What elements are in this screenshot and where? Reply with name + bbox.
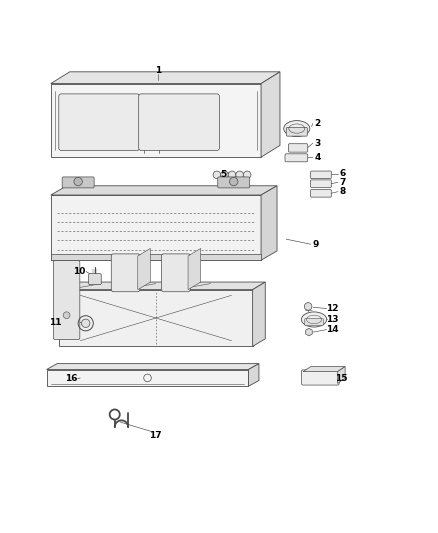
Polygon shape [51, 72, 280, 84]
Text: 3: 3 [314, 139, 321, 148]
Circle shape [304, 303, 312, 310]
FancyBboxPatch shape [288, 144, 308, 152]
Polygon shape [261, 72, 280, 157]
Circle shape [63, 312, 70, 319]
Text: 11: 11 [49, 318, 61, 327]
Text: 14: 14 [326, 325, 339, 334]
FancyBboxPatch shape [139, 94, 219, 150]
Text: 13: 13 [326, 315, 339, 324]
Text: 12: 12 [326, 304, 339, 313]
Polygon shape [248, 364, 259, 386]
Text: 16: 16 [65, 374, 77, 383]
Polygon shape [46, 369, 248, 386]
Text: 1: 1 [155, 67, 161, 76]
Circle shape [244, 171, 251, 179]
FancyBboxPatch shape [59, 94, 140, 150]
Text: 2: 2 [314, 119, 321, 128]
Circle shape [221, 171, 228, 179]
Text: 8: 8 [340, 187, 346, 196]
Text: 10: 10 [73, 267, 85, 276]
Text: 5: 5 [220, 171, 226, 179]
FancyBboxPatch shape [311, 180, 331, 188]
Text: 15: 15 [335, 374, 347, 383]
Circle shape [236, 171, 244, 179]
Text: 4: 4 [314, 152, 321, 161]
Polygon shape [138, 248, 150, 289]
Text: 7: 7 [340, 178, 346, 187]
Polygon shape [51, 186, 277, 195]
FancyBboxPatch shape [218, 177, 250, 188]
FancyBboxPatch shape [286, 127, 307, 136]
Polygon shape [46, 364, 259, 369]
Polygon shape [188, 248, 201, 289]
Text: 17: 17 [149, 431, 161, 440]
Polygon shape [59, 282, 265, 289]
FancyBboxPatch shape [301, 370, 339, 385]
FancyBboxPatch shape [311, 190, 331, 197]
FancyBboxPatch shape [62, 177, 94, 188]
Ellipse shape [284, 120, 310, 136]
FancyBboxPatch shape [53, 261, 80, 340]
FancyBboxPatch shape [305, 319, 323, 325]
Polygon shape [338, 367, 345, 383]
Polygon shape [261, 186, 277, 260]
Polygon shape [51, 195, 261, 260]
FancyBboxPatch shape [311, 171, 331, 179]
Circle shape [213, 171, 221, 179]
Circle shape [230, 177, 238, 186]
Polygon shape [59, 289, 253, 346]
FancyBboxPatch shape [285, 154, 308, 162]
Text: 9: 9 [313, 240, 319, 249]
Polygon shape [51, 84, 261, 157]
Polygon shape [51, 254, 261, 260]
Circle shape [228, 171, 236, 179]
Circle shape [81, 319, 90, 327]
Polygon shape [253, 282, 265, 346]
Text: 6: 6 [340, 169, 346, 179]
Circle shape [74, 177, 82, 186]
Polygon shape [303, 367, 345, 372]
FancyBboxPatch shape [88, 273, 101, 285]
Ellipse shape [301, 312, 327, 327]
FancyBboxPatch shape [111, 254, 140, 292]
FancyBboxPatch shape [162, 254, 190, 292]
